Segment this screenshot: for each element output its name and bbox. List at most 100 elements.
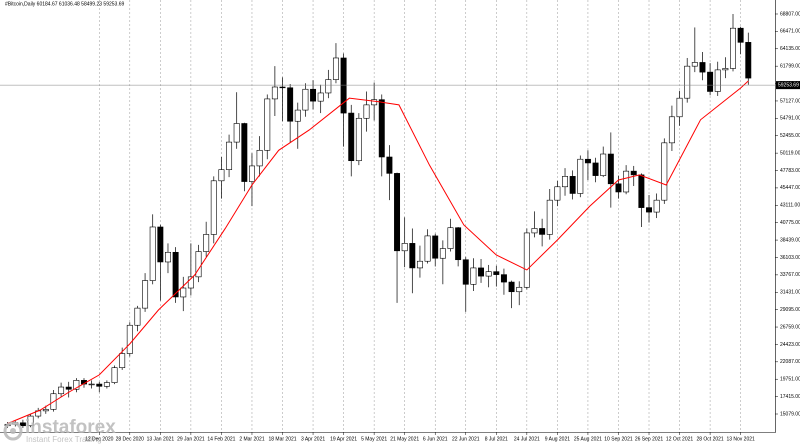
y-tick-label: 15079.00 xyxy=(780,411,800,417)
y-tick-label: 24423.00 xyxy=(780,342,800,348)
candle-body xyxy=(340,57,347,114)
candle-body xyxy=(157,226,164,263)
y-tick-label: 26759.00 xyxy=(780,324,800,330)
candle-body xyxy=(661,142,668,201)
x-tick-label: 8 Jul 2021 xyxy=(485,436,508,442)
candle-body xyxy=(19,422,26,427)
candle-body xyxy=(126,324,133,354)
candle-body xyxy=(531,228,538,234)
candle-body xyxy=(325,79,332,94)
candle-body xyxy=(638,174,645,208)
candle-body xyxy=(119,353,126,368)
candle-body xyxy=(485,271,492,277)
y-tick-label: 40775.00 xyxy=(780,220,800,226)
x-tick-label: 19 Apr 2021 xyxy=(330,436,357,442)
x-tick-label: 2 Mar 2021 xyxy=(239,436,265,442)
candle-body xyxy=(416,260,423,269)
candle-body xyxy=(165,251,171,263)
x-tick-label: 9 Aug 2021 xyxy=(545,436,571,442)
candle-body xyxy=(684,65,691,99)
y-tick-label: 29095.00 xyxy=(780,307,800,313)
y-tick-label: 52455.00 xyxy=(780,133,800,139)
candle-body xyxy=(142,280,149,309)
x-tick-label: 21 May 2021 xyxy=(390,436,419,442)
candle-body xyxy=(271,86,278,100)
moving-average xyxy=(7,80,749,424)
y-tick-label: 31431.00 xyxy=(780,290,800,296)
candle-body xyxy=(195,251,202,278)
candle-body xyxy=(363,104,370,119)
candle-body xyxy=(73,380,80,390)
y-tick-label: 68807.00 xyxy=(780,11,800,17)
candle-body xyxy=(149,226,156,281)
y-tick-label: 19751.00 xyxy=(780,377,800,383)
candle-body xyxy=(302,88,309,111)
candle-body xyxy=(27,415,34,427)
candle-body xyxy=(607,153,614,185)
candle-body xyxy=(279,86,286,89)
candle-body xyxy=(577,158,584,194)
candle-body xyxy=(546,199,553,235)
candle-body xyxy=(58,386,65,395)
logo-dot xyxy=(10,428,16,434)
y-tick-label: 50119.00 xyxy=(780,150,800,156)
x-tick-label: 25 Aug 2021 xyxy=(574,436,602,442)
candle-body xyxy=(248,165,255,182)
x-tick-label: 28 Dec 2020 xyxy=(116,436,145,442)
y-tick-label: 54791.00 xyxy=(780,116,800,122)
candle-body xyxy=(691,62,698,67)
candle-body xyxy=(332,57,339,80)
y-tick-label: 47783.00 xyxy=(780,168,800,174)
y-tick-label: 38439.00 xyxy=(780,237,800,243)
candle-body xyxy=(478,267,485,277)
y-tick-label: 36103.00 xyxy=(780,255,800,261)
candle-body xyxy=(584,158,591,164)
candle-body xyxy=(500,274,507,283)
x-tick-label: 10 Sep 2021 xyxy=(604,436,633,442)
last-price-tag xyxy=(776,81,800,90)
candle-body xyxy=(394,173,401,252)
candle-body xyxy=(88,383,95,386)
candle-body xyxy=(310,88,317,102)
x-tick-label: 29 Jan 2021 xyxy=(177,436,205,442)
candle-body xyxy=(203,234,210,252)
candle-body xyxy=(623,170,630,193)
candle-body xyxy=(707,71,714,92)
candle-body xyxy=(180,287,187,298)
x-tick-label: 28 Oct 2021 xyxy=(696,436,723,442)
candle-body xyxy=(65,386,72,390)
candle-body xyxy=(256,149,263,167)
watermark-tagline: Instant Forex Trading xyxy=(26,435,102,444)
candle-body xyxy=(516,286,523,293)
candle-body xyxy=(424,235,431,262)
candle-body xyxy=(103,382,110,387)
x-tick-label: 12 Oct 2021 xyxy=(666,436,693,442)
candle-body xyxy=(218,169,225,182)
candle-body xyxy=(455,227,462,261)
y-tick-label: 33767.00 xyxy=(780,272,800,278)
candle-body xyxy=(111,367,118,383)
candle-body xyxy=(615,183,622,193)
candle-body xyxy=(646,207,652,213)
candle-body xyxy=(317,92,324,102)
candle-body xyxy=(447,227,454,249)
candle-body xyxy=(730,27,736,69)
candle-body xyxy=(348,112,355,162)
x-tick-label: 13 Nov 2021 xyxy=(726,436,755,442)
logo-icon xyxy=(3,421,23,441)
x-tick-label: 6 Jun 2021 xyxy=(423,436,448,442)
candle-body xyxy=(401,243,408,252)
candle-body xyxy=(187,276,194,289)
y-tick-label: 45447.00 xyxy=(780,185,800,191)
candle-body xyxy=(96,383,103,387)
candle-body xyxy=(523,232,530,288)
candle-body xyxy=(676,97,683,118)
y-tick-label: 57127.00 xyxy=(780,98,800,104)
x-tick-label: 5 May 2021 xyxy=(361,436,387,442)
x-tick-label: 22 Jun 2021 xyxy=(452,436,480,442)
candle-body xyxy=(432,235,439,259)
candle-body xyxy=(630,170,637,176)
candle-body xyxy=(714,69,721,92)
